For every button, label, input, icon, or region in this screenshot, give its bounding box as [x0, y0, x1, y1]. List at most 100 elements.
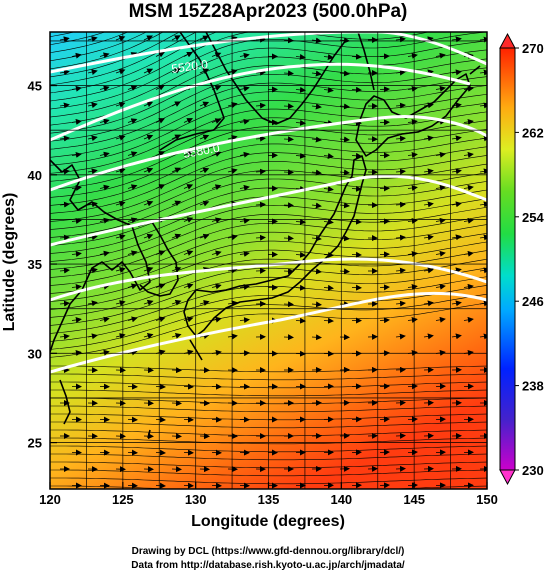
wind-arrow [479, 201, 487, 208]
wind-arrow [451, 300, 462, 307]
wind-arrow [127, 250, 138, 257]
wind-arrow [99, 184, 110, 191]
wind-arrow [451, 135, 462, 142]
plot-area: 5520.0 5580.0 [50, 32, 487, 489]
y-tick-label: 35 [28, 257, 42, 272]
x-axis-ticks: 120 125 130 135 140 145 150 [39, 482, 498, 507]
wind-arrow [155, 316, 166, 323]
colorbar-tick-label: 262 [522, 125, 544, 140]
wind-arrow [71, 118, 82, 125]
wind-arrow [479, 234, 487, 241]
wind-arrow [239, 151, 250, 158]
contour-label-5520: 5520.0 [170, 57, 209, 76]
wind-arrow [435, 184, 446, 191]
colorbar-tick-label: 254 [522, 210, 544, 225]
wind-arrow [171, 101, 181, 107]
wind-arrow [311, 334, 322, 341]
wind-arrow [407, 118, 418, 125]
wind-arrow [199, 300, 210, 306]
wind-arrow [143, 101, 154, 108]
wind-arrow [435, 217, 446, 224]
wind-arrow [255, 102, 266, 109]
wind-arrow [211, 151, 222, 157]
streamline [50, 389, 487, 397]
wind-arrow [155, 151, 166, 157]
wind-arrow [115, 234, 126, 240]
wind-arrow [59, 333, 70, 340]
colorbar-scale [499, 47, 516, 471]
wind-arrow [99, 217, 110, 224]
wind-arrow [435, 85, 446, 92]
wind-arrow [127, 118, 138, 124]
wind-arrow [435, 316, 446, 323]
streamline [50, 40, 487, 118]
wind-arrow [239, 118, 250, 125]
wind-arrow [71, 218, 82, 224]
wind-arrow [255, 135, 266, 142]
wind-arrow [239, 217, 250, 224]
wind-arrow [211, 283, 222, 290]
wind-arrow [183, 316, 194, 323]
wind-arrow [451, 234, 462, 241]
wind-streamlines [50, 32, 487, 489]
wind-arrow [87, 135, 98, 142]
streamline [50, 373, 487, 381]
wind-arrow [295, 53, 306, 60]
wind-arrow [171, 200, 182, 207]
wind-arrow [183, 151, 194, 157]
streamline [50, 285, 487, 342]
wind-arrow [395, 267, 406, 274]
wind-arrow [407, 185, 418, 191]
wind-arrow [283, 70, 294, 77]
wind-arrow [99, 151, 110, 158]
streamline [50, 58, 487, 134]
wind-arrow [211, 250, 222, 257]
streamline [50, 32, 218, 94]
wind-arrow [59, 36, 70, 43]
wind-arrow [143, 299, 154, 306]
wind-arrow [199, 35, 210, 42]
wind-arrow [351, 251, 362, 258]
wind-arrow [283, 301, 294, 308]
x-tick-label: 145 [403, 492, 425, 507]
wind-arrow [239, 317, 250, 324]
y-tick-label: 40 [28, 168, 42, 183]
x-tick-label: 120 [39, 492, 61, 507]
x-tick-label: 125 [112, 492, 134, 507]
wind-arrow [255, 234, 266, 241]
wind-arrow [87, 69, 98, 75]
wind-arrow [479, 102, 487, 109]
wind-arrow [87, 36, 98, 42]
colorbar-tick-label: 230 [522, 463, 544, 478]
wind-arrow [199, 167, 210, 174]
wind-arrow [451, 36, 462, 43]
wind-arrow [311, 136, 322, 143]
wind-arrow [423, 234, 434, 241]
streamline [50, 437, 487, 445]
wind-arrow [155, 85, 165, 91]
wind-arrow [295, 86, 306, 93]
wind-arrow [463, 283, 474, 290]
wind-arrow [199, 134, 210, 141]
streamline [50, 381, 487, 389]
streamline [50, 93, 487, 166]
streamline [50, 32, 129, 54]
wind-arrow [87, 201, 98, 208]
streamline [50, 102, 487, 174]
colorbar-tick-label: 270 [522, 41, 544, 56]
wind-arrow [239, 184, 250, 191]
wind-arrow [255, 201, 266, 208]
wind-arrow [71, 52, 82, 59]
x-tick-label: 140 [330, 492, 352, 507]
wind-arrow [71, 284, 82, 290]
streamline [50, 172, 487, 238]
wind-arrow [71, 85, 82, 92]
wind-arrow [143, 68, 154, 75]
streamline [50, 32, 164, 70]
wind-arrow [155, 283, 166, 289]
streamline [50, 206, 487, 270]
wind-arrow [127, 316, 138, 323]
wind-arrow [423, 267, 434, 274]
wind-arrow [395, 168, 406, 175]
wind-arrow [423, 201, 434, 208]
